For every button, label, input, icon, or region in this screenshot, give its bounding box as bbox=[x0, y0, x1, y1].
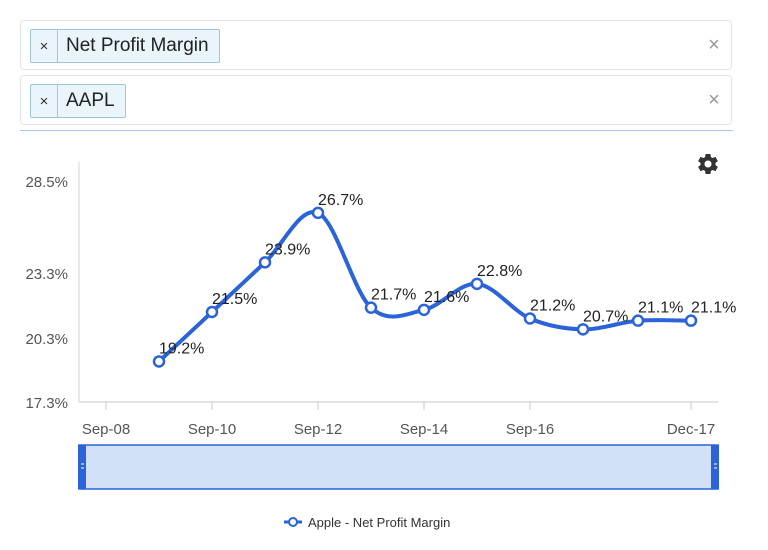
range-navigator[interactable] bbox=[78, 444, 719, 490]
y-tick-label: 28.5% bbox=[25, 174, 68, 191]
data-point bbox=[576, 323, 590, 336]
legend-label: Apple - Net Profit Margin bbox=[308, 515, 450, 530]
navigator-left-handle bbox=[78, 445, 86, 489]
data-point bbox=[470, 277, 484, 291]
metric-tag: × Net Profit Margin bbox=[30, 29, 220, 63]
data-point bbox=[684, 314, 698, 327]
data-label: 21.5% bbox=[212, 291, 257, 308]
y-tick-label: 17.3% bbox=[25, 395, 68, 412]
data-label: 22.8% bbox=[477, 263, 522, 280]
legend-marker bbox=[288, 517, 298, 527]
y-tick-label: 20.3% bbox=[25, 331, 68, 348]
data-point bbox=[205, 305, 219, 319]
ticker-tag: × AAPL bbox=[30, 84, 126, 118]
gear-icon[interactable] bbox=[696, 152, 720, 176]
x-tick-label: Sep-10 bbox=[188, 421, 236, 438]
remove-ticker-tag-button[interactable]: × bbox=[31, 85, 58, 117]
data-point bbox=[631, 314, 645, 327]
x-tick-label: Sep-12 bbox=[294, 421, 342, 438]
clear-metric-filter-icon[interactable]: × bbox=[708, 34, 720, 56]
x-tick-label: Sep-16 bbox=[506, 421, 554, 438]
data-point bbox=[152, 355, 166, 368]
data-label: 21.1% bbox=[638, 300, 683, 317]
data-point bbox=[258, 256, 272, 269]
data-label: 26.7% bbox=[318, 192, 363, 209]
data-label: 21.1% bbox=[691, 300, 736, 317]
profit-margin-chart: 28.5% 23.3% 20.3% 17.3% Sep-08 Sep-10 Sep-12 Se… bbox=[25, 162, 736, 530]
data-label: 19.2% bbox=[159, 340, 204, 357]
ticker-filter-box[interactable]: × AAPL × bbox=[20, 75, 732, 125]
legend: Apple - Net Profit Margin bbox=[284, 515, 450, 530]
ticker-tag-label: AAPL bbox=[66, 90, 115, 111]
series-line bbox=[157, 209, 692, 363]
data-label: 23.9% bbox=[265, 241, 310, 258]
y-tick-label: 23.3% bbox=[25, 266, 68, 283]
data-point bbox=[311, 206, 325, 220]
clear-ticker-filter-icon[interactable]: × bbox=[708, 89, 720, 111]
data-label: 21.7% bbox=[371, 287, 416, 304]
navigator-range bbox=[78, 444, 719, 490]
metric-filter-box[interactable]: × Net Profit Margin × bbox=[20, 20, 732, 70]
filter-divider bbox=[20, 130, 733, 131]
remove-metric-tag-button[interactable]: × bbox=[31, 30, 58, 62]
x-tick-label: Dec-17 bbox=[667, 421, 715, 438]
data-point bbox=[417, 303, 431, 317]
metric-tag-label: Net Profit Margin bbox=[66, 35, 209, 56]
data-label: 21.6% bbox=[424, 289, 469, 306]
data-point bbox=[364, 301, 378, 314]
navigator-right-handle bbox=[711, 445, 719, 489]
data-label: 21.2% bbox=[530, 298, 575, 315]
x-tick-label: Sep-08 bbox=[82, 421, 130, 438]
data-label: 20.7% bbox=[583, 308, 628, 325]
data-point bbox=[523, 312, 537, 325]
x-tick-label: Sep-14 bbox=[400, 421, 448, 438]
